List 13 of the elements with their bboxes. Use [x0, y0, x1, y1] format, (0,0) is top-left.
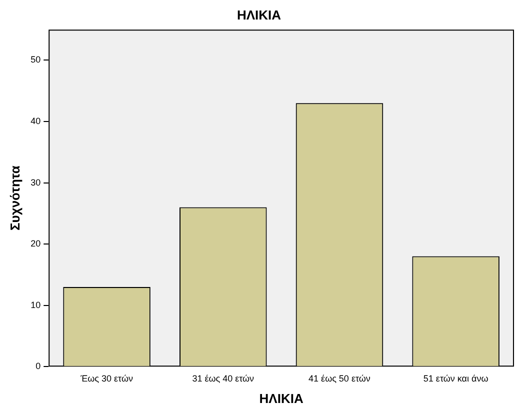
y-tick-label: 20: [30, 238, 41, 249]
chart-title: ΗΛΙΚΙΑ: [236, 7, 282, 22]
y-tick-label: 0: [36, 361, 41, 372]
x-tick-label: 51 ετών και άνω: [423, 373, 488, 384]
x-tick-label: Έως 30 ετών: [80, 373, 134, 384]
x-axis-title: ΗΛΙΚΙΑ: [259, 390, 304, 406]
x-tick-label: 31 έως 40 ετών: [192, 373, 255, 384]
y-tick-label: 30: [30, 177, 41, 188]
y-tick-label: 50: [30, 54, 41, 65]
x-tick-label: 41 έως 50 ετών: [308, 373, 371, 384]
y-axis-title: Συχνότητα: [7, 166, 22, 231]
y-tick-label: 10: [30, 300, 41, 310]
y-tick-label: 40: [30, 116, 41, 126]
